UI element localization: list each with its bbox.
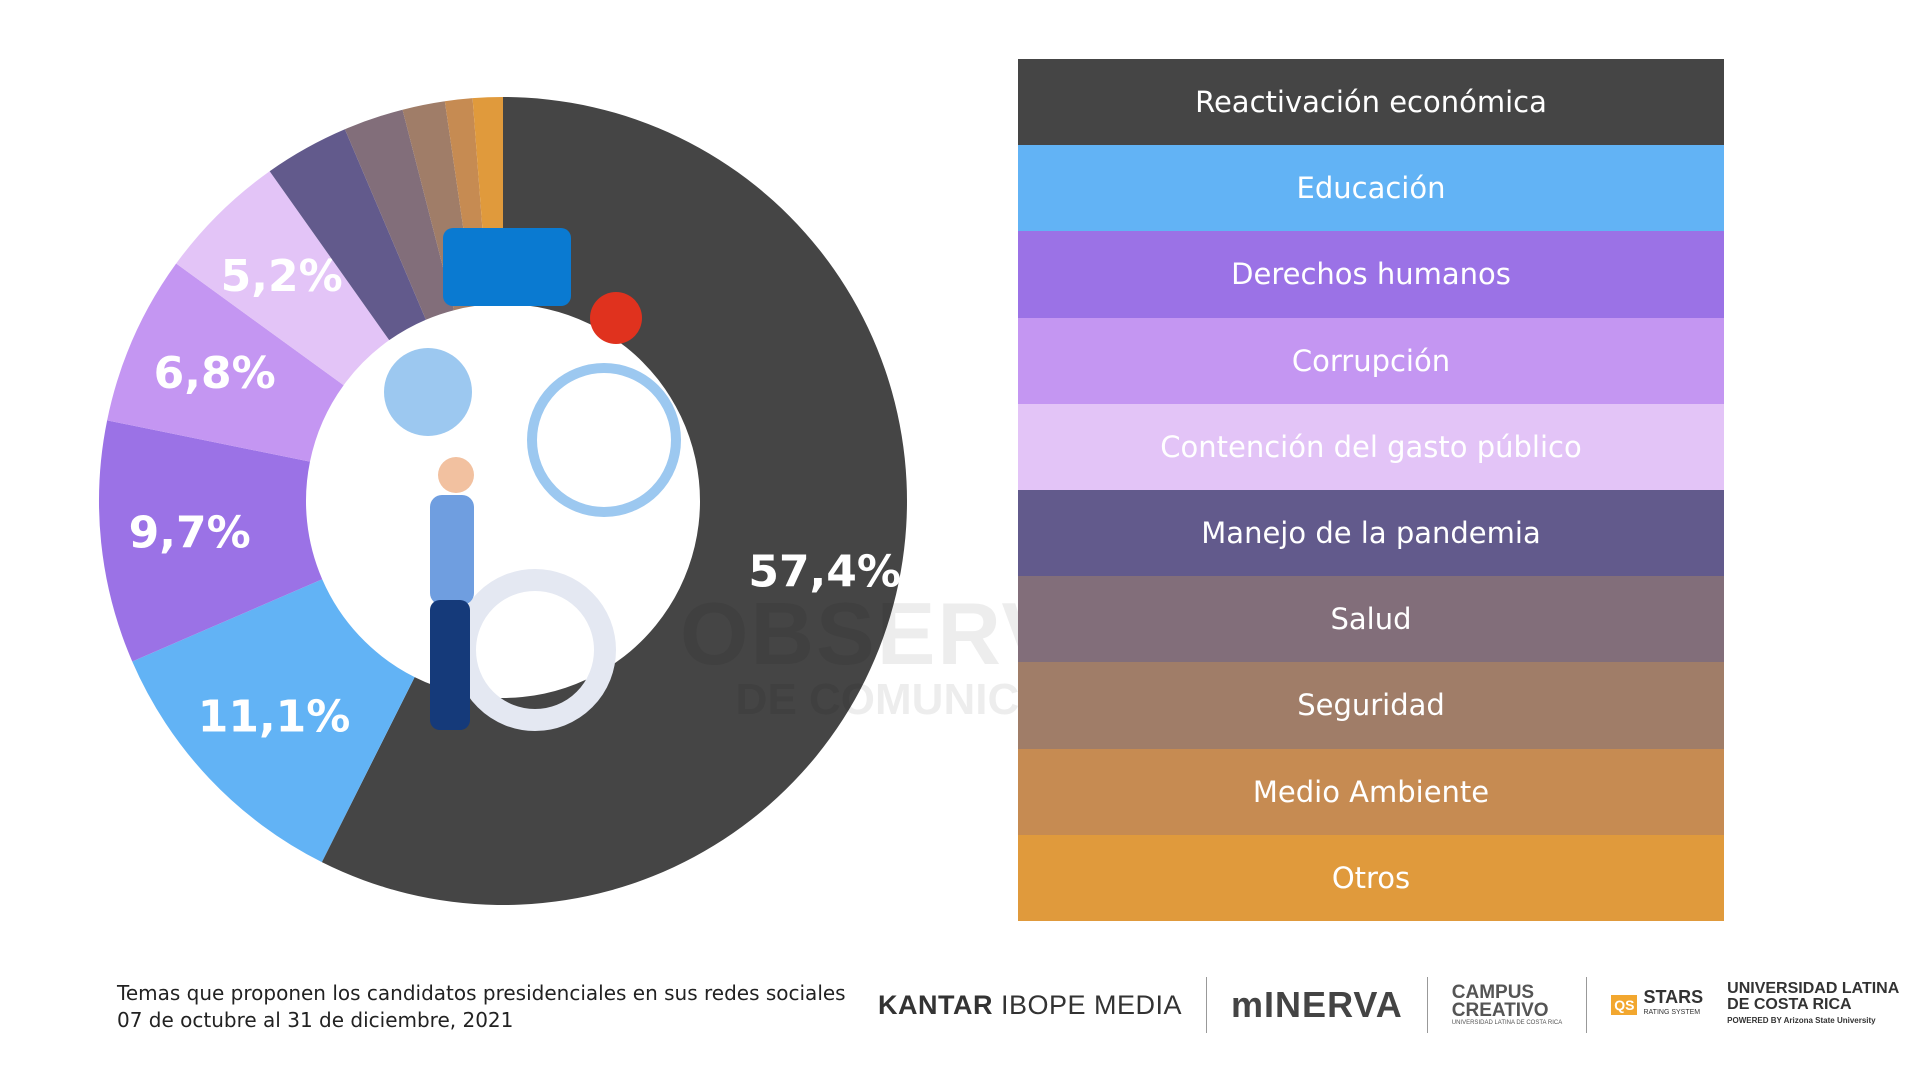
legend-label: Medio Ambiente bbox=[1252, 774, 1490, 809]
minerva-logo: mINERVA bbox=[1231, 984, 1403, 1025]
caption-title: Temas que proponen los candidatos presid… bbox=[117, 981, 846, 1005]
legend-label: Reactivación económica bbox=[1195, 85, 1547, 120]
legend-item: Corrupción bbox=[1018, 317, 1724, 404]
legend-label: Otros bbox=[1331, 860, 1411, 895]
legend-label: Manejo de la pandemia bbox=[1201, 516, 1541, 551]
legend-label: Derechos humanos bbox=[1231, 257, 1511, 292]
data-label: 11,1% bbox=[198, 691, 351, 742]
universidad-latina-logo: UNIVERSIDAD LATINA DE COSTA RICA POWERED B… bbox=[1727, 980, 1900, 1026]
donut-slice-7 bbox=[344, 109, 455, 320]
divider bbox=[1206, 977, 1208, 1033]
data-label: 9,7% bbox=[129, 508, 251, 559]
donut-slice-4 bbox=[107, 263, 344, 462]
donut-chart: 57,4% 11,1% 9,7% 6,8% 5,2% bbox=[99, 97, 907, 905]
campus-creativo-logo: CAMPUS CREATIVO UNIVERSIDAD LATINA DE COST… bbox=[1451, 981, 1563, 1026]
person-magnifier-illustration bbox=[384, 228, 681, 731]
caption-date-range: 07 de octubre al 31 de diciembre, 2021 bbox=[117, 1008, 514, 1032]
donut-slice-5 bbox=[176, 171, 390, 386]
caption: Temas que proponen los candidatos presid… bbox=[117, 980, 846, 1034]
divider bbox=[1586, 977, 1588, 1033]
legend-label: Salud bbox=[1330, 602, 1412, 637]
legend: Reactivación económica Educación Derechos … bbox=[1018, 59, 1724, 921]
legend-label: Contención del gasto público bbox=[1160, 429, 1582, 464]
legend-label: Seguridad bbox=[1297, 688, 1445, 723]
data-label: 57,4% bbox=[748, 546, 901, 597]
donut-slice-6 bbox=[269, 129, 426, 341]
legend-item: Salud bbox=[1018, 576, 1724, 663]
qs-stars-logo: QS STARS RATING SYSTEM bbox=[1611, 988, 1703, 1021]
divider bbox=[1426, 977, 1428, 1033]
legend-item: Otros bbox=[1018, 834, 1724, 921]
legend-item: Derechos humanos bbox=[1018, 231, 1724, 318]
logo-bar: KANTAR IBOPE MEDIA mINERVA CAMPUS CREATIV… bbox=[878, 975, 1899, 1035]
legend-item: Seguridad bbox=[1018, 662, 1724, 749]
legend-label: Corrupción bbox=[1291, 343, 1451, 378]
legend-item: Manejo de la pandemia bbox=[1018, 489, 1724, 577]
legend-item: Educación bbox=[1018, 145, 1724, 232]
legend-item: Reactivación económica bbox=[1018, 59, 1724, 146]
legend-label: Educación bbox=[1296, 171, 1446, 206]
legend-item: Medio Ambiente bbox=[1018, 748, 1724, 835]
donut-slice-3 bbox=[99, 420, 323, 662]
data-label: 5,2% bbox=[221, 251, 343, 302]
donut-slice-2 bbox=[132, 579, 415, 863]
kantar-logo: KANTAR IBOPE MEDIA bbox=[878, 989, 1183, 1020]
legend-item: Contención del gasto público bbox=[1018, 403, 1724, 490]
data-label: 6,8% bbox=[154, 348, 276, 399]
